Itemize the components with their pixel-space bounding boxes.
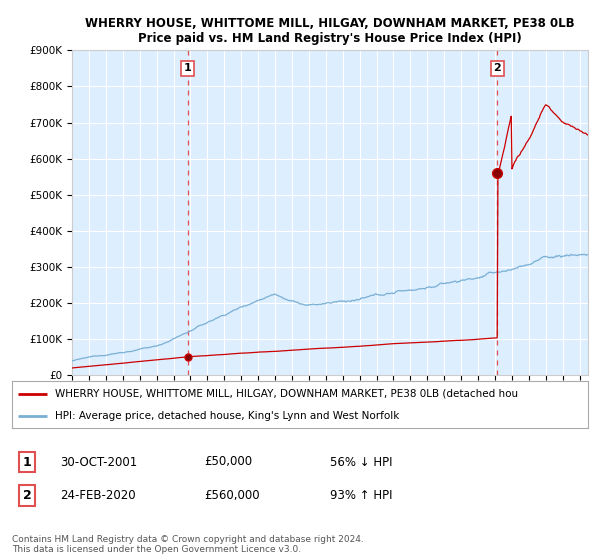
Text: 1: 1 (184, 63, 191, 73)
Text: 56% ↓ HPI: 56% ↓ HPI (330, 455, 392, 469)
Text: 24-FEB-2020: 24-FEB-2020 (60, 489, 136, 502)
Text: Contains HM Land Registry data © Crown copyright and database right 2024.
This d: Contains HM Land Registry data © Crown c… (12, 535, 364, 554)
Text: £560,000: £560,000 (204, 489, 260, 502)
Text: £50,000: £50,000 (204, 455, 252, 469)
Title: WHERRY HOUSE, WHITTOME MILL, HILGAY, DOWNHAM MARKET, PE38 0LB
Price paid vs. HM : WHERRY HOUSE, WHITTOME MILL, HILGAY, DOW… (85, 17, 575, 45)
Text: 93% ↑ HPI: 93% ↑ HPI (330, 489, 392, 502)
Text: 2: 2 (494, 63, 502, 73)
Text: 2: 2 (23, 489, 31, 502)
Text: 1: 1 (23, 455, 31, 469)
Text: 30-OCT-2001: 30-OCT-2001 (60, 455, 137, 469)
Text: HPI: Average price, detached house, King's Lynn and West Norfolk: HPI: Average price, detached house, King… (55, 410, 400, 421)
Text: WHERRY HOUSE, WHITTOME MILL, HILGAY, DOWNHAM MARKET, PE38 0LB (detached hou: WHERRY HOUSE, WHITTOME MILL, HILGAY, DOW… (55, 389, 518, 399)
